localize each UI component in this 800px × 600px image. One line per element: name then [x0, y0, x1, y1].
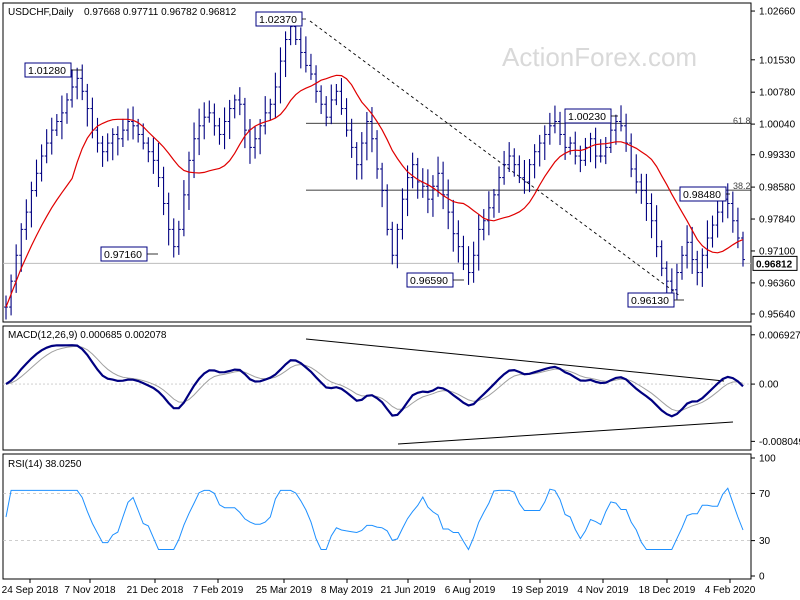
x-tick-label: 4 Feb 2020 [705, 585, 756, 596]
price-callouts: 1.02370 1.01280 0.97160 0.96590 1.00230 0.984… [24, 11, 730, 308]
rsi-tick-label: 0 [759, 572, 765, 583]
macd-tick-label: 0.00 [759, 380, 779, 391]
macd-panel-frame [2, 325, 752, 451]
rsi-tick-label: 30 [759, 536, 771, 547]
rsi-tick-label: 100 [759, 454, 776, 465]
price-tick-label: 0.96360 [759, 278, 796, 289]
rsi-series-line [5, 487, 744, 551]
sma-line [5, 74, 744, 308]
price-tick-label: 0.98580 [759, 183, 796, 194]
macd-panel-header: MACD(12,26,9) 0.000685 0.002078 [8, 330, 167, 341]
price-tick-label: 0.95640 [759, 309, 796, 320]
moving-average-line [5, 74, 744, 308]
x-tick-label: 25 Mar 2019 [256, 585, 313, 596]
rsi-panel-frame [2, 453, 752, 580]
x-tick-label: 18 Dec 2019 [639, 585, 696, 596]
price-tick-label: 0.97100 [759, 246, 796, 257]
current-price-box [752, 255, 798, 271]
x-tick-label: 19 Sep 2019 [512, 585, 569, 596]
price-panel-ohlc: 0.97668 0.97711 0.96782 0.96812 [84, 7, 237, 18]
price-tick-label: 1.01530 [759, 55, 796, 66]
price-callout-label: 0.96130 [631, 295, 669, 307]
price-tick-label: 1.00780 [759, 88, 796, 99]
fib-label-618: 61.8 [733, 116, 751, 126]
grid-lines [3, 122, 751, 541]
x-tick-label: 8 May 2019 [321, 585, 374, 596]
price-tick-label: 0.97840 [759, 215, 796, 226]
price-tick-label: 1.02660 [759, 7, 796, 18]
watermark: ActionForex.com [502, 42, 697, 72]
rsi-tick-label: 70 [759, 489, 771, 500]
rsi-panel-header: RSI(14) 38.0250 [8, 459, 82, 470]
trendlines [305, 20, 734, 445]
x-tick-label: 21 Jun 2019 [380, 585, 435, 596]
macd-upper-trendline [305, 338, 725, 382]
price-callout-label: 0.96590 [410, 275, 448, 287]
fib-label-382: 38.2 [733, 181, 751, 191]
x-tick-label: 6 Aug 2019 [445, 585, 496, 596]
x-tick-label: 7 Feb 2019 [193, 585, 244, 596]
macd-lines [5, 344, 744, 418]
price-callout-label: 1.01280 [28, 65, 66, 77]
price-callout-label: 1.00230 [568, 111, 606, 123]
macd-lower-trendline [397, 421, 734, 445]
x-tick-label: 4 Nov 2019 [577, 585, 629, 596]
axis-labels: 1.02660 1.01530 1.00780 1.00040 0.99330 0.985… [2, 7, 800, 596]
price-tick-label: 0.99330 [759, 150, 796, 161]
macd-tick-label: 0.006927 [759, 330, 800, 341]
rsi-line [5, 487, 744, 551]
price-tick-label: 1.00040 [759, 120, 796, 131]
x-tick-label: 24 Sep 2018 [2, 585, 59, 596]
macd-main-line [5, 344, 744, 418]
macd-tick-label: -0.008049 [759, 437, 800, 448]
price-bars [4, 19, 745, 320]
price-panel-header: USDCHF,Daily [8, 7, 74, 18]
x-tick-label: 21 Dec 2018 [127, 585, 184, 596]
price-callout-label: 1.02370 [259, 14, 297, 26]
price-callout-label: 0.97160 [104, 249, 142, 261]
current-price-label: 0.96812 [756, 259, 793, 270]
x-tick-label: 7 Nov 2018 [64, 585, 116, 596]
price-dashed-trendline [309, 20, 681, 297]
price-callout-label: 0.98480 [683, 189, 721, 201]
